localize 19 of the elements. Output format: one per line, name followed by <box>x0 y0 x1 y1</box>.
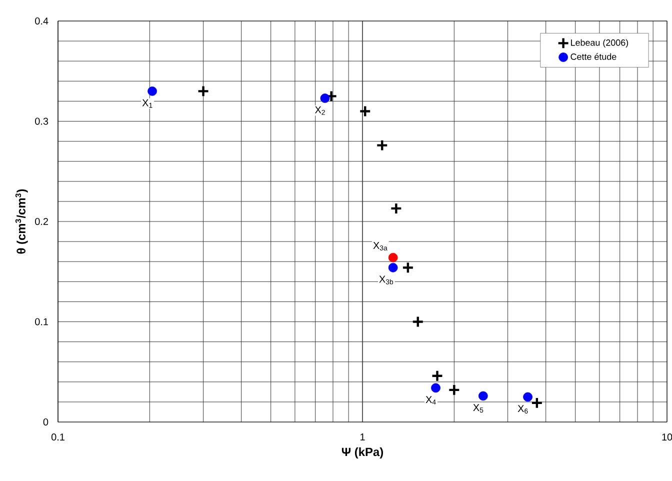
annotation: X$_{4}$ <box>426 396 436 404</box>
y-tick-label: 0 <box>43 418 48 426</box>
x-tick-label: 1 <box>360 433 365 440</box>
x-tick-label: 0.1 <box>51 433 64 441</box>
text: θ (cm$^{3}$/cm$^{3}$) <box>15 189 28 254</box>
y-tick-label: 0.1 <box>35 318 48 326</box>
annotation: X$_{2}$ <box>314 106 325 115</box>
annotation: X$_{6}$ <box>518 405 528 414</box>
x-axis-title: Ψ (kPa) <box>342 447 384 459</box>
y-tick-label: 0.4 <box>35 17 48 25</box>
annotation: X$_{1}$ <box>142 99 152 108</box>
legend-label: Cette étude <box>570 53 616 60</box>
y-tick-label: 0.3 <box>35 118 48 125</box>
annotation: X$_{3a}$ <box>373 242 388 250</box>
legend-label: Lebeau (2006) <box>571 39 628 48</box>
annotation: X$_{3b}$ <box>379 276 394 284</box>
x-tick-label: 10 <box>662 433 672 441</box>
y-tick-label: 0.2 <box>35 218 48 226</box>
annotation: X$_{5}$ <box>473 404 484 413</box>
